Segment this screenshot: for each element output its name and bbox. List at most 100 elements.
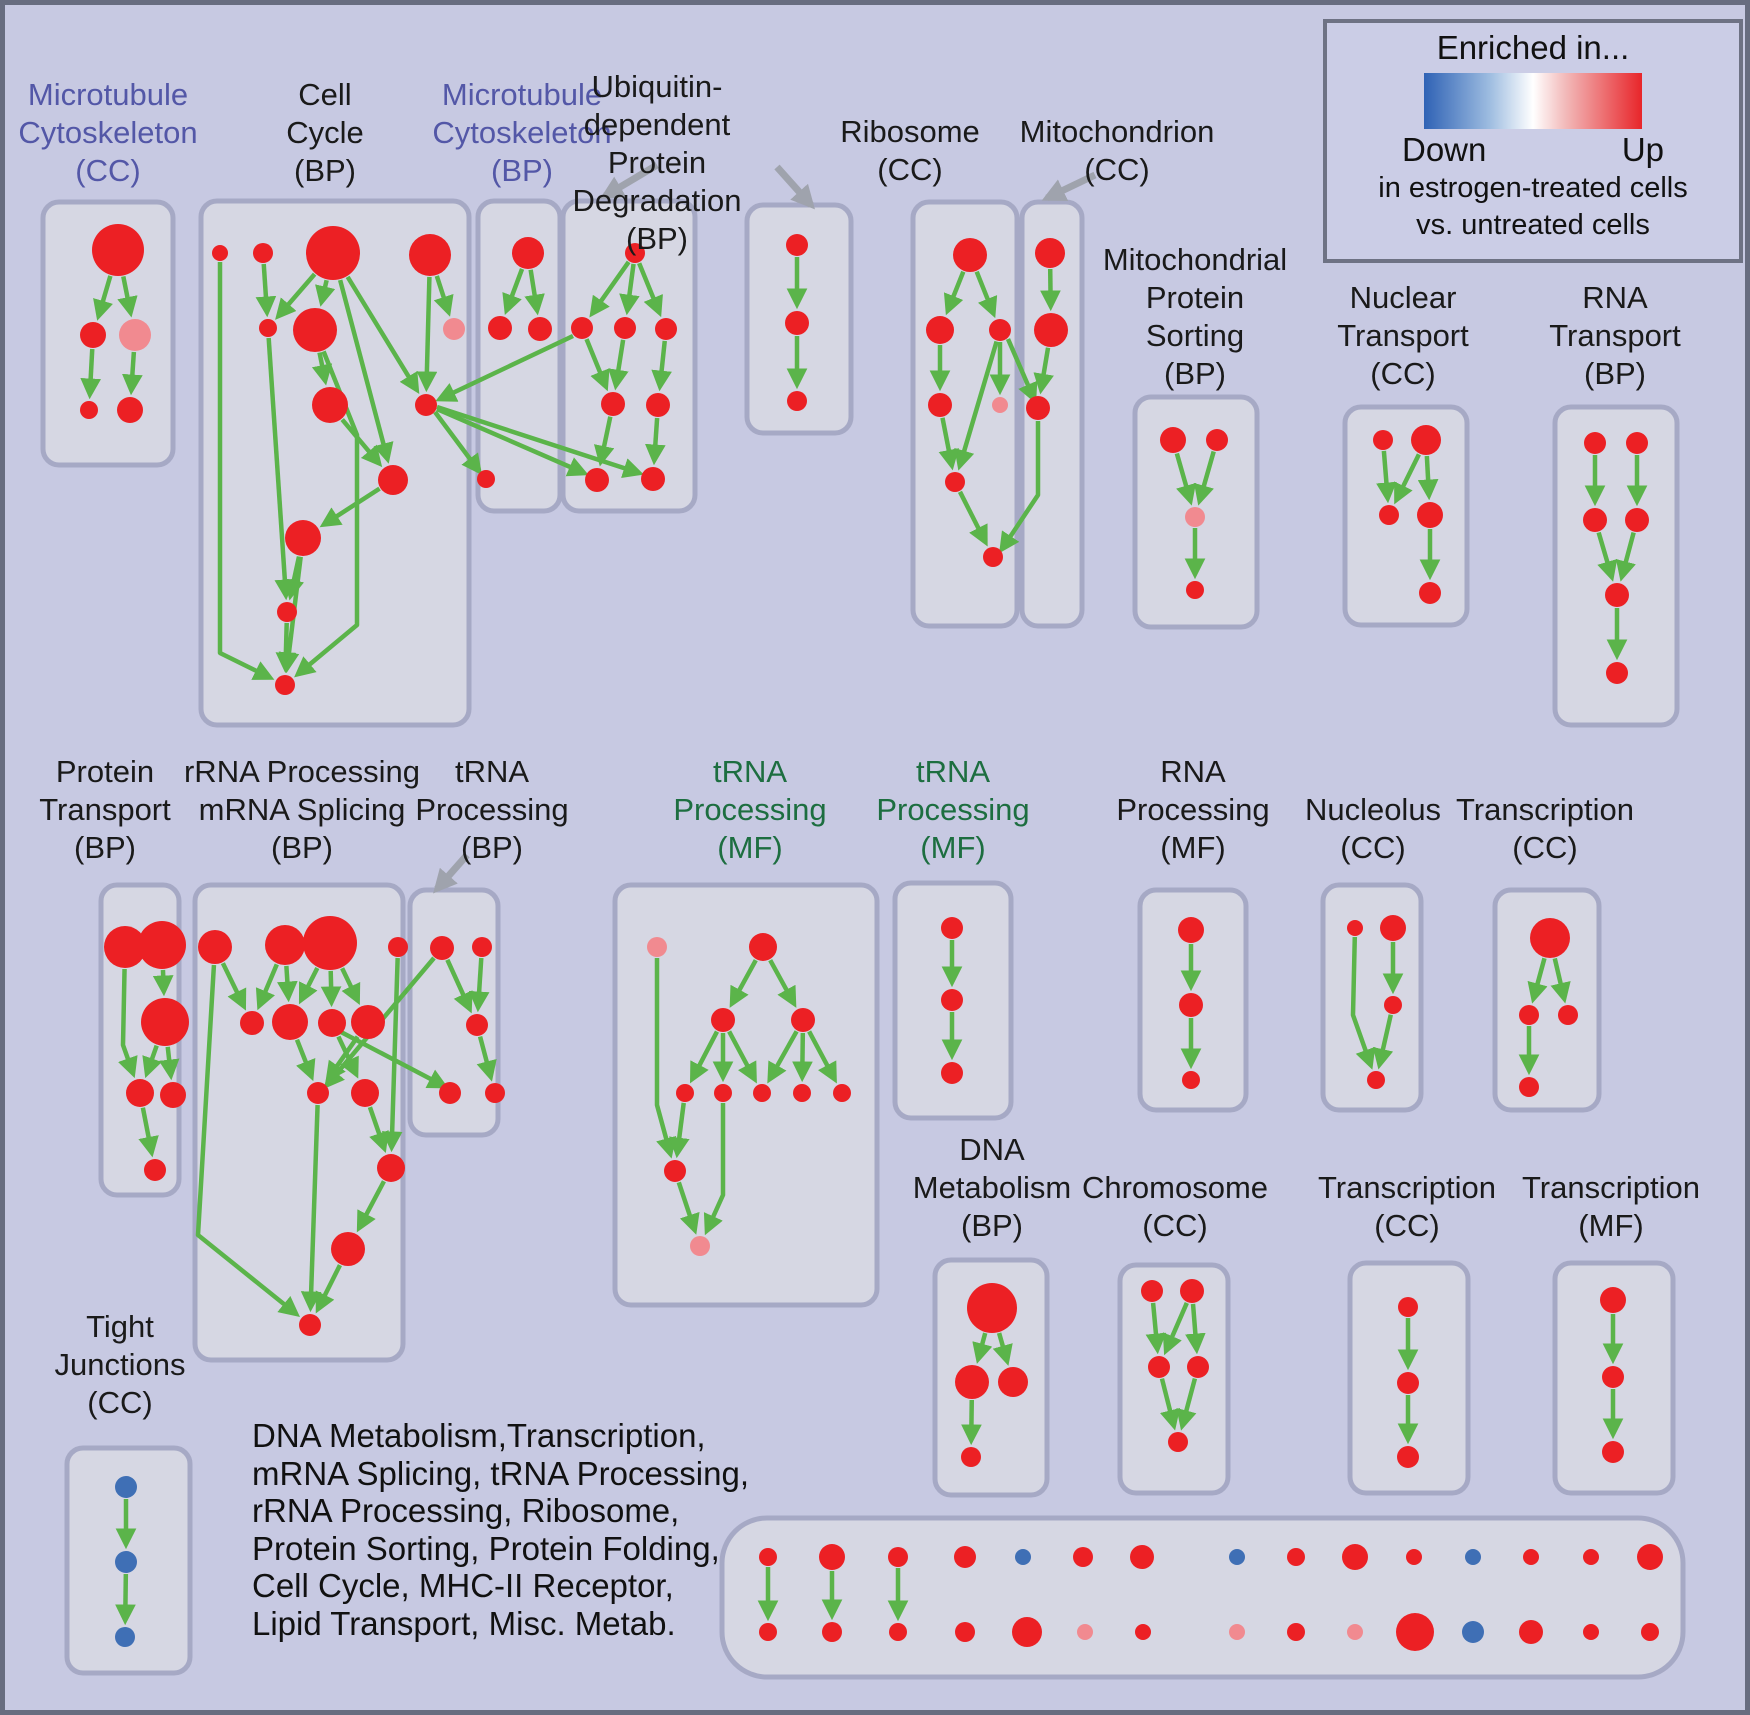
edge [1394,453,1421,505]
node-red [1641,1623,1659,1641]
node-blue [115,1551,137,1573]
network-canvas: Microtubule Cytoskeleton (CC) Cell Cycle (BP)… [18,69,1700,1680]
cluster-label-tight-junctions-cc: Tight Junctions (CC) [55,1309,186,1420]
cluster-label-transcription-cc-2: Transcription (CC) [1318,1170,1496,1243]
node-pink [443,318,465,340]
cluster-label-cell-cycle-bp: Cell Cycle (BP) [286,77,364,188]
edge [416,276,438,393]
edge [319,486,381,528]
label-pointer-arrow [599,161,659,200]
nodes [80,224,1663,1651]
node-red [126,1079,154,1107]
edge [593,416,615,467]
cluster-box-misc-group [719,1515,1686,1680]
note-line: mRNA Splicing, tRNA Processing, [252,1454,750,1492]
node-red [1583,1549,1599,1565]
node-red [378,465,408,495]
node-pink [647,937,667,957]
node-pink [690,1236,710,1256]
node-pink [1077,1624,1093,1640]
node-red [477,470,495,488]
node-red [409,234,451,276]
node-red [983,547,1003,567]
node-red [571,317,593,339]
edge [974,270,998,319]
node-red [625,243,645,263]
edge [1174,452,1197,506]
legend-up-label: Up [1621,131,1664,168]
node-red [1206,429,1228,451]
node-red [759,1548,777,1566]
note-line: DNA Metabolism,Transcription, [252,1417,706,1454]
node-blue [1229,1549,1245,1565]
edge [381,957,403,1153]
node-red [1073,1547,1093,1567]
node-red [265,925,305,965]
edge [300,1104,322,1313]
node-red [1600,1287,1626,1313]
node-red [1342,1544,1368,1570]
edge [608,339,629,391]
node-red [1583,508,1607,532]
node-pink [1229,1624,1245,1640]
cluster-label-trna-processing-bp: tRNA Processing (BP) [415,754,568,865]
node-red [1417,502,1443,528]
edge [768,959,797,1008]
node-red [926,316,954,344]
node-red [1135,1624,1151,1640]
edge [619,263,640,316]
node-red [646,393,670,417]
node-red [1380,915,1406,941]
node-red [351,1005,385,1039]
node-pink [1185,507,1205,527]
cluster-box-ubiquitin-degradation-bp [560,198,698,514]
edge [1185,1303,1206,1355]
edge [637,262,663,318]
edge [729,959,758,1008]
edge [468,957,490,1013]
node-red [1397,1372,1419,1394]
node-red [954,1546,976,1568]
node-red [819,1544,845,1570]
edge [727,1030,757,1084]
node-red [138,921,186,969]
node-red [955,1365,989,1399]
edge [115,1573,136,1626]
node-red [1384,996,1402,1014]
node-red [1406,1549,1422,1565]
cluster-box-nucleolus-cc [1320,882,1424,1113]
node-red [711,1008,735,1032]
cluster-label-mitochondrial-protein-sorting-bp: Mitochondrial Protein Sorting (BP) [1103,242,1287,391]
node-red [275,675,295,695]
cluster-label-nucleolus-cc: Nucleolus (CC) [1305,792,1441,865]
cluster-label-microtubule-cytoskeleton-bp: Microtubule Cytoskeleton (BP) [432,77,611,188]
node-red [601,392,625,416]
node-red [388,937,408,957]
cluster-box-microtubule-cytoskeleton-cc [40,199,176,468]
node-red [1523,1549,1539,1565]
node-red [998,1367,1028,1397]
cluster-label-rna-processing-mf: RNA Processing (MF) [1116,754,1269,865]
edge [117,276,138,318]
legend-endpoints: Down Up [1402,131,1664,169]
node-blue [115,1476,137,1498]
node-red [160,1082,186,1108]
node-red [793,1084,811,1102]
cross-edge [433,410,483,476]
edge [654,958,677,1159]
note-line: rRNA Processing, Ribosome, [252,1492,680,1529]
edge [703,1103,726,1236]
node-red [285,520,321,556]
node-red [306,226,360,280]
cluster-label-rrna-processing-mrna-splicing-bp: rRNA Processing mRNA Splicing (BP) [184,754,420,865]
node-red [1558,1005,1578,1025]
edge [118,968,138,1079]
edge [807,1030,837,1084]
edge [345,275,420,395]
node-red [472,937,492,957]
edge [476,1036,497,1082]
node-red [1287,1548,1305,1566]
node-red [961,1447,981,1467]
cluster-label-nuclear-transport-cc: Nuclear Transport (CC) [1337,280,1469,391]
edge [315,1264,342,1314]
